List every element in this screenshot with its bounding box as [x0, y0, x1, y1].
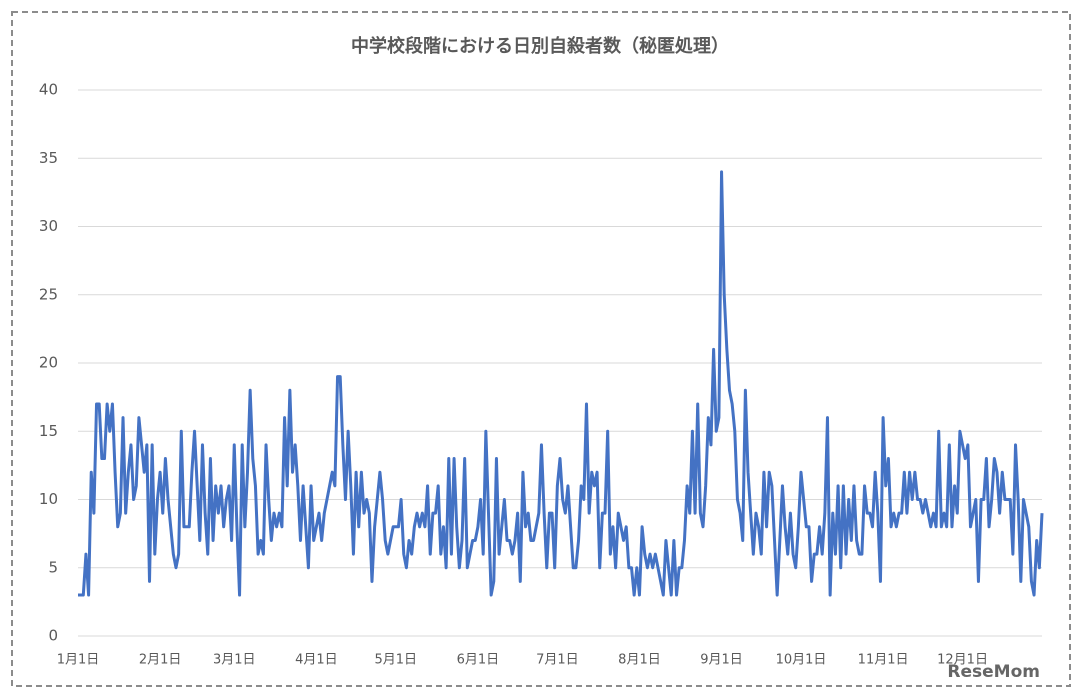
y-tick-label: 20: [39, 354, 58, 372]
x-tick-label: 8月1日: [618, 653, 661, 668]
x-tick-label: 1月1日: [57, 653, 100, 668]
y-tick-label: 30: [39, 217, 58, 235]
data-line: [78, 170, 1044, 597]
x-tick-label: 5月1日: [375, 653, 418, 668]
x-tick-label: 12月1日: [937, 653, 988, 668]
x-tick-label: 11月1日: [858, 653, 909, 668]
y-tick-label: 0: [48, 627, 58, 645]
x-tick-label: 4月1日: [295, 653, 338, 668]
x-tick-label: 7月1日: [536, 653, 579, 668]
x-tick-label: 3月1日: [213, 653, 256, 668]
x-tick-label: 2月1日: [139, 653, 182, 668]
y-tick-label: 5: [48, 558, 58, 576]
x-tick-label: 6月1日: [457, 653, 500, 668]
x-tick-label: 10月1日: [776, 653, 827, 668]
frame: [11, 11, 1071, 687]
y-tick-label: 35: [39, 149, 58, 167]
x-tick-label: 9月1日: [700, 653, 743, 668]
y-tick-label: 40: [39, 81, 58, 99]
y-tick-label: 15: [39, 422, 58, 440]
chart-title: 中学校段階における日別自殺者数（秘匿処理）: [351, 35, 729, 57]
y-tick-label: 10: [39, 490, 58, 508]
watermark: ReseMom: [947, 662, 1040, 682]
y-tick-label: 25: [39, 285, 58, 303]
